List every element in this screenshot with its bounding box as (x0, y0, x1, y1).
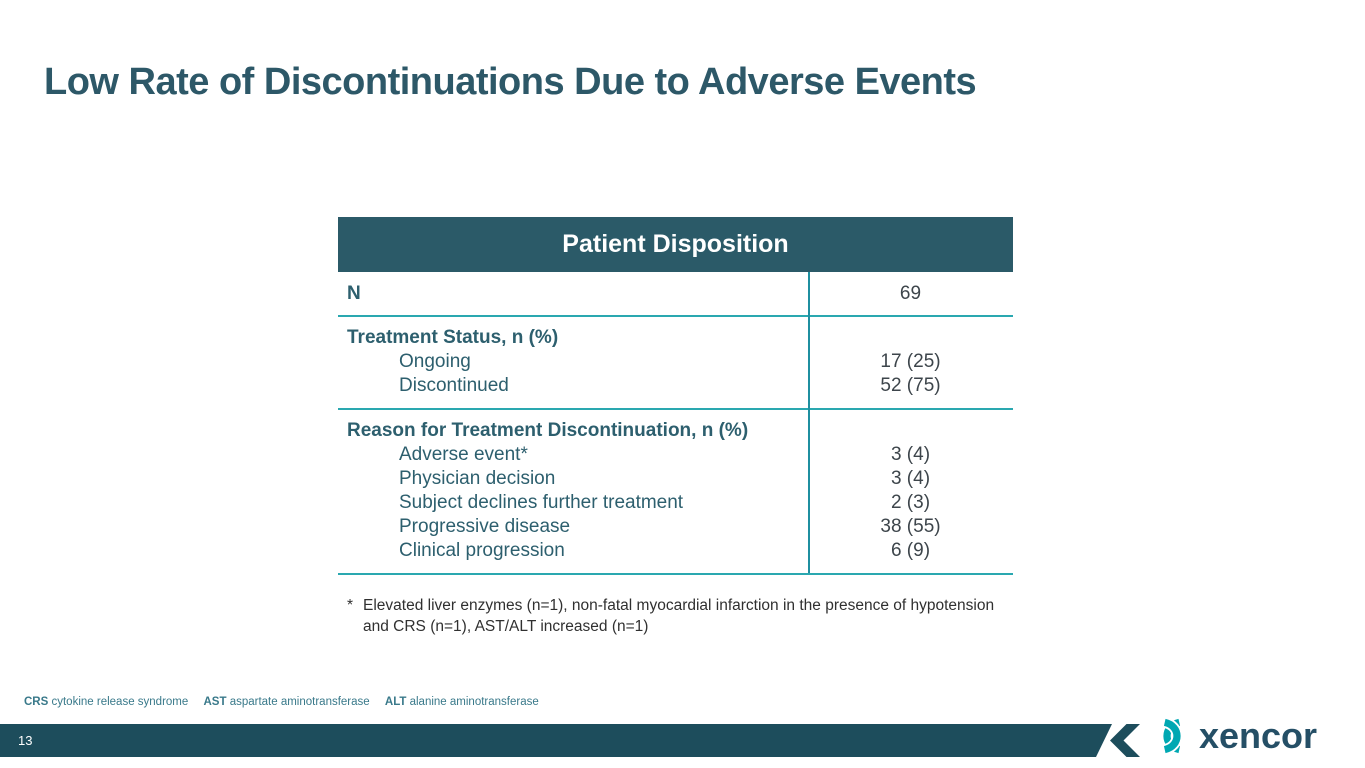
table-row: Clinical progression 6 (9) (338, 539, 1013, 563)
row-label: Physician decision (399, 468, 556, 489)
section-header-row: Reason for Treatment Discontinuation, n … (338, 419, 1013, 443)
row-label: Ongoing (399, 351, 471, 372)
row-value: 17 (25) (880, 351, 941, 372)
row-value: 38 (55) (880, 516, 941, 537)
abbreviation-definition: alanine aminotransferase (409, 696, 539, 708)
discontinuation-reason-section: Reason for Treatment Discontinuation, n … (338, 410, 1013, 573)
table-bottom-border (338, 573, 1013, 575)
row-label: N (347, 283, 361, 304)
abbreviation-key: CRS cytokine release syndrome AST aspart… (24, 696, 551, 708)
section-header-value (808, 326, 1013, 350)
xencor-logo-icon (1162, 717, 1183, 755)
footnote-text: Elevated liver enzymes (n=1), non-fatal … (363, 597, 995, 635)
table-body: N 69 Treatment Status, n (%) Ongoing 17 … (338, 272, 1013, 575)
row-label: Subject declines further treatment (399, 492, 684, 513)
section-header-label: Reason for Treatment Discontinuation, n … (347, 420, 749, 441)
table-row: Discontinued 52 (75) (338, 374, 1013, 398)
section-header-row: Treatment Status, n (%) (338, 326, 1013, 350)
table-row: Ongoing 17 (25) (338, 350, 1013, 374)
row-value: 6 (9) (890, 540, 931, 561)
row-value: 69 (899, 283, 922, 304)
footer-bar: 13 (0, 724, 1112, 757)
footnote-marker: * (347, 597, 354, 614)
table-row: Adverse event* 3 (4) (338, 443, 1013, 467)
row-value: 3 (4) (890, 468, 931, 489)
footnote: * Elevated liver enzymes (n=1), non-fata… (347, 595, 1019, 637)
abbreviation-term: AST (203, 696, 227, 708)
page-number: 13 (18, 733, 33, 748)
slide-title: Low Rate of Discontinuations Due to Adve… (44, 61, 977, 103)
row-label: Discontinued (399, 375, 509, 396)
logo-wordmark: xencor (1199, 715, 1318, 756)
section-header-value (808, 419, 1013, 443)
table-row: Subject declines further treatment 2 (3) (338, 491, 1013, 515)
row-value: 52 (75) (880, 375, 941, 396)
row-divider (338, 408, 1013, 410)
table-row-n: N 69 (338, 272, 1013, 315)
row-divider (338, 315, 1013, 317)
chevron-left-icon (1110, 724, 1140, 757)
row-label: Progressive disease (399, 516, 571, 537)
table-row: N 69 (338, 282, 1013, 306)
xencor-logo: xencor (1152, 713, 1317, 759)
row-label: Adverse event* (399, 444, 528, 465)
treatment-status-section: Treatment Status, n (%) Ongoing 17 (25) … (338, 317, 1013, 408)
table-row: Physician decision 3 (4) (338, 467, 1013, 491)
column-divider (808, 272, 810, 573)
abbreviation-term: ALT (384, 696, 407, 708)
table-title: Patient Disposition (338, 217, 1013, 272)
row-label: Clinical progression (399, 540, 565, 561)
row-value: 3 (4) (890, 444, 931, 465)
table-row: Progressive disease 38 (55) (338, 515, 1013, 539)
abbreviation-term: CRS (24, 696, 49, 708)
patient-disposition-table: Patient Disposition N 69 Treatment Statu… (338, 217, 1013, 575)
row-value: 2 (3) (890, 492, 931, 513)
abbreviation-definition: aspartate aminotransferase (229, 696, 370, 708)
section-header-label: Treatment Status, n (%) (347, 327, 559, 348)
abbreviation-definition: cytokine release syndrome (51, 696, 189, 708)
